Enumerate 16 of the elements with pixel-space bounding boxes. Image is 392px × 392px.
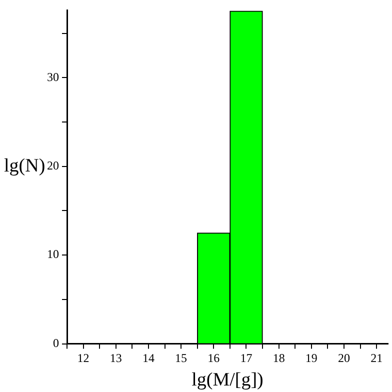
y-tick-label: 10 <box>47 247 59 262</box>
x-tick-label: 17 <box>240 351 252 366</box>
x-tick-label: 13 <box>110 351 122 366</box>
y-axis-title: lg(N) <box>4 155 46 176</box>
y-tick-label: 20 <box>47 158 59 173</box>
x-tick-label: 21 <box>370 351 383 366</box>
x-tick-label: 19 <box>305 351 318 366</box>
x-tick-label: 14 <box>142 351 154 366</box>
x-tick-label: 12 <box>77 351 90 366</box>
x-tick-label: 18 <box>272 351 285 366</box>
y-tick-label: 30 <box>47 70 59 84</box>
y-tick-label: 0 <box>53 336 59 350</box>
x-tick-label: 15 <box>175 351 188 366</box>
x-tick-label: 16 <box>208 351 220 366</box>
x-tick-label: 20 <box>338 351 350 366</box>
x-axis-title: lg(M/[g]) <box>192 370 264 391</box>
